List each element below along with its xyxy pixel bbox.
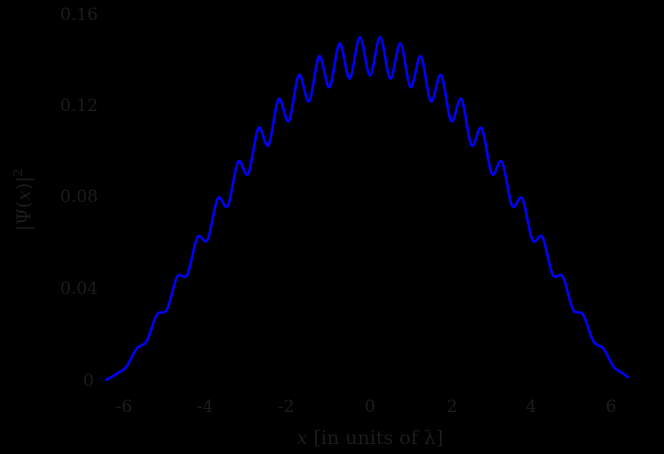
x-tick-label: 2: [447, 397, 458, 417]
x-axis-label: x [in units of λ]: [297, 427, 443, 449]
y-axis-label-variable: x: [13, 190, 35, 201]
y-axis-ticks: 0.16 0.12 0.08 0.04 0: [60, 5, 98, 391]
y-tick-label: 0: [83, 371, 94, 391]
x-axis-label-variable: x: [297, 427, 308, 449]
y-axis-label: |Ψ(x)|2: [11, 169, 35, 232]
probability-density-curve: [104, 35, 630, 382]
y-axis-label-open: |Ψ(: [13, 201, 35, 231]
y-tick-label: 0.04: [60, 279, 98, 299]
y-axis-label-close: )|: [13, 176, 35, 190]
x-axis-label-units: [in units of λ]: [307, 427, 443, 449]
x-tick-label: -6: [116, 397, 133, 417]
x-axis-ticks: -6 -4 -2 0 2 4 6: [116, 397, 617, 417]
y-tick-label: 0.16: [60, 5, 98, 25]
x-tick-label: 4: [526, 397, 537, 417]
y-tick-label: 0.08: [60, 187, 98, 207]
y-axis-label-exponent: 2: [11, 169, 25, 177]
x-tick-label: -2: [278, 397, 295, 417]
y-tick-label: 0.12: [60, 96, 98, 116]
x-tick-label: -4: [197, 397, 214, 417]
x-tick-label: 6: [606, 397, 617, 417]
x-tick-label: 0: [365, 397, 376, 417]
